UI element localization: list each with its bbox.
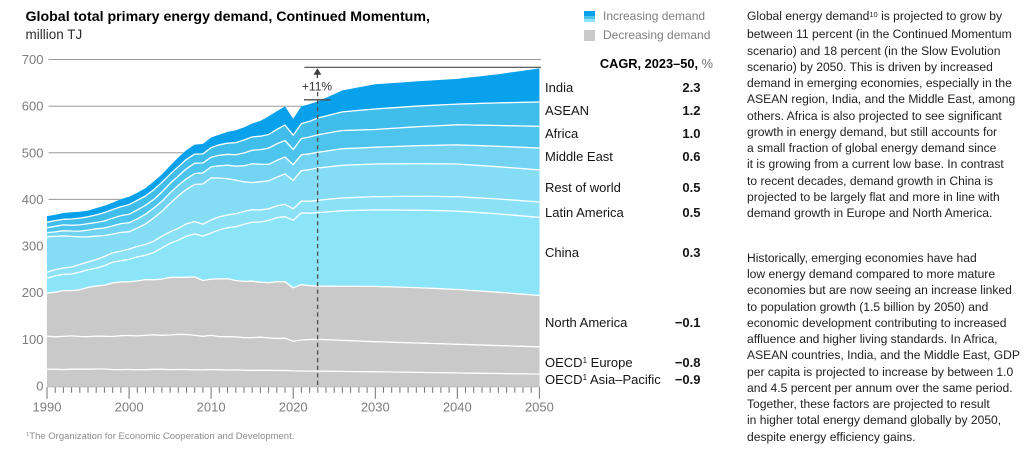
svg-text:200: 200	[22, 285, 44, 300]
svg-text:0: 0	[36, 379, 43, 394]
svg-text:+11%: +11%	[302, 80, 332, 94]
svg-text:2030: 2030	[361, 400, 390, 415]
svg-text:700: 700	[22, 52, 44, 67]
svg-text:100: 100	[22, 332, 44, 347]
svg-text:1990: 1990	[33, 400, 62, 415]
svg-text:400: 400	[22, 192, 44, 207]
svg-text:600: 600	[22, 99, 44, 114]
svg-text:2010: 2010	[197, 400, 226, 415]
svg-text:2000: 2000	[115, 400, 144, 415]
svg-text:500: 500	[22, 145, 44, 160]
svg-text:2050: 2050	[525, 400, 554, 415]
svg-text:2020: 2020	[279, 400, 308, 415]
svg-text:300: 300	[22, 239, 44, 254]
svg-text:2040: 2040	[443, 400, 472, 415]
